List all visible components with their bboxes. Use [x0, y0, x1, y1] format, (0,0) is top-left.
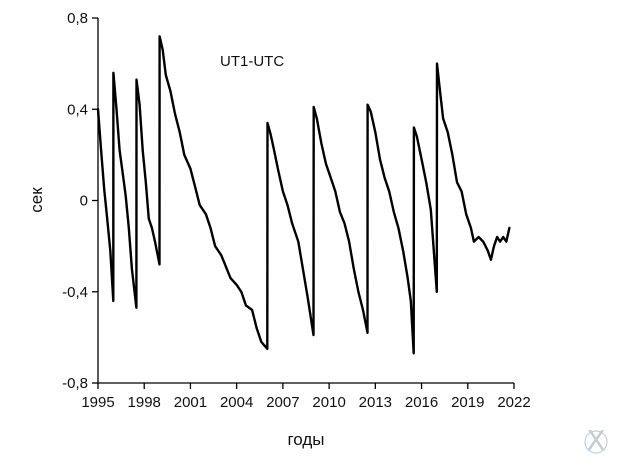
y-tick-label: 0,8: [67, 10, 88, 27]
x-tick-label: 2019: [451, 394, 484, 411]
x-tick-label: 2007: [266, 394, 299, 411]
x-tick-label: 2010: [312, 394, 345, 411]
x-tick-label: 1998: [128, 394, 161, 411]
x-tick-label: 2022: [497, 394, 530, 411]
x-tick-label: 2001: [174, 394, 207, 411]
watermark-circle-icon: [584, 430, 608, 454]
x-ticks: 1995 1998 2001 2004 2007 2010 2013 2016 2019 2022: [81, 383, 531, 411]
watermark-glyph: X: [586, 424, 605, 457]
x-axis-title: годы: [287, 430, 324, 449]
x-tick-label: 2013: [359, 394, 392, 411]
chart-title: UT1-UTC: [220, 53, 284, 70]
x-tick-label: 1995: [81, 394, 114, 411]
y-ticks: 0,8 0,4 0 -0,4 -0,8: [62, 10, 98, 392]
watermark-logo: X: [584, 424, 608, 457]
x-tick-label: 2016: [405, 394, 438, 411]
y-tick-label: 0,4: [67, 101, 88, 118]
y-axis-title: сек: [27, 187, 46, 213]
y-tick-label: -0,8: [62, 375, 88, 392]
x-tick-label: 2004: [220, 394, 253, 411]
y-tick-label: 0: [80, 193, 88, 210]
ut1-utc-series-line: [96, 35, 511, 355]
y-tick-label: -0,4: [62, 284, 88, 301]
